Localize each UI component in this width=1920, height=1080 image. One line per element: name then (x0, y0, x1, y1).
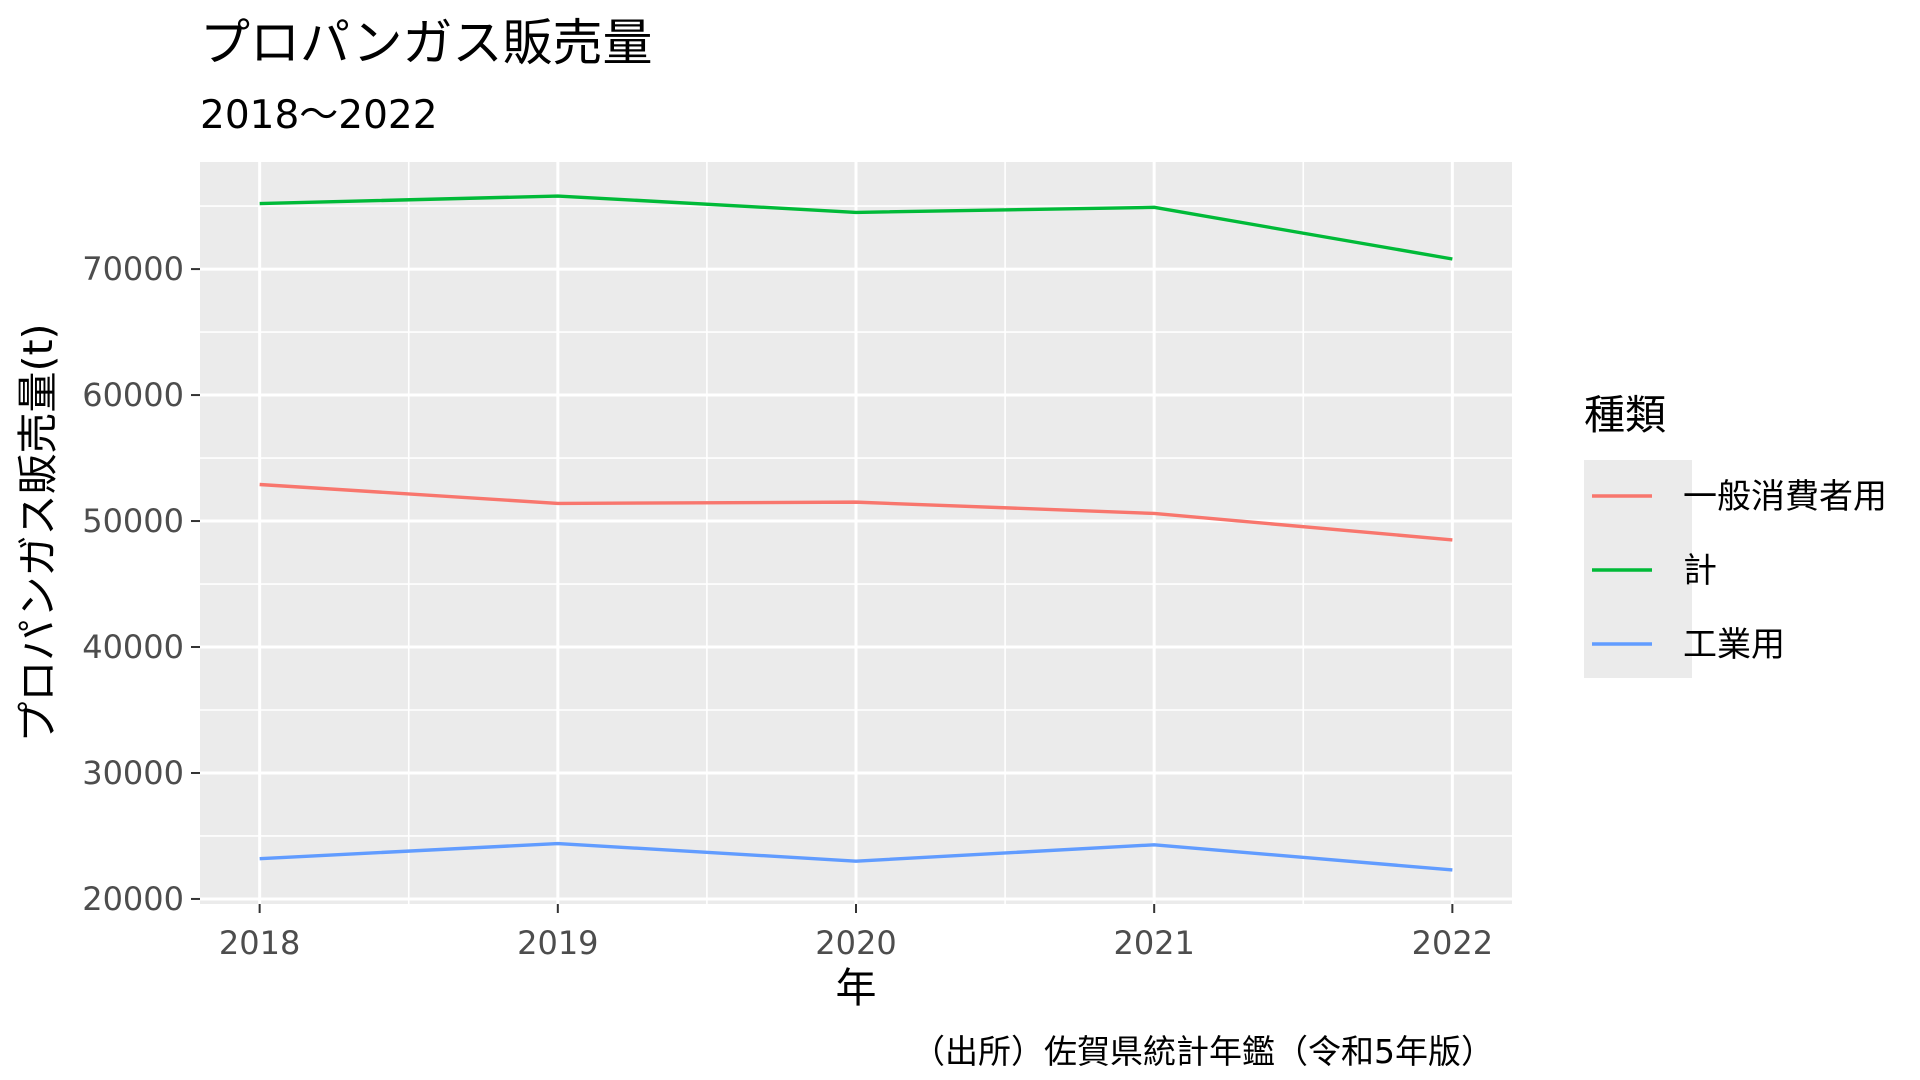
y-tick-label: 40000 (82, 628, 184, 666)
series-line-0 (259, 482, 1453, 542)
y-tick-label: 30000 (82, 754, 184, 792)
chart-subtitle: 2018～2022 (200, 93, 438, 138)
x-tick-label: 2020 (815, 924, 896, 962)
chart-title: プロパンガス販売量 (200, 14, 653, 72)
y-tick-label: 70000 (82, 250, 184, 288)
axis-ticks (191, 268, 1454, 913)
x-tick-label: 2018 (219, 924, 300, 962)
legend-title: 種類 (1584, 391, 1666, 439)
y-tick-label: 50000 (82, 502, 184, 540)
major-gridlines (200, 162, 1512, 904)
legend-label-0: 一般消費者用 (1683, 477, 1887, 517)
y-axis-tick-labels: 20000 30000 40000 50000 60000 70000 (82, 250, 184, 918)
x-axis-tick-labels: 2018 2019 2020 2021 2022 (219, 924, 1493, 962)
chart-caption: （出所）佐賀県統計年鑑（令和5年版） (912, 1032, 1494, 1071)
series-line-1 (259, 194, 1453, 261)
x-tick-label: 2022 (1412, 924, 1493, 962)
legend-label-2: 工業用 (1683, 625, 1785, 665)
x-tick-label: 2019 (517, 924, 598, 962)
y-tick-label: 20000 (82, 880, 184, 918)
series-lines (259, 194, 1453, 872)
legend-label-1: 計 (1683, 551, 1717, 591)
y-tick-label: 60000 (82, 376, 184, 414)
y-axis-title: プロパンガス販売量(t) (14, 323, 62, 742)
x-tick-label: 2021 (1113, 924, 1194, 962)
x-axis-title: 年 (836, 964, 877, 1012)
series-line-2 (259, 841, 1453, 872)
